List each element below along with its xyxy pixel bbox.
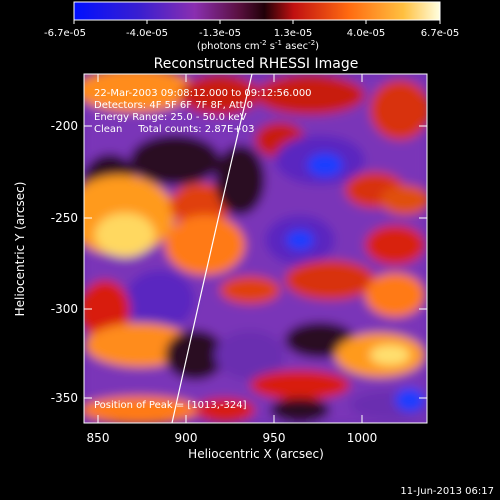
y-tick-label: -200: [51, 119, 78, 133]
plot-title: Reconstructed RHESSI Image: [154, 56, 359, 72]
x-tick-label: 950: [263, 431, 286, 445]
x-tick-label: 900: [175, 431, 198, 445]
colorbar-tick-label: 1.3e-05: [274, 28, 312, 39]
info-time-range: 22-Mar-2003 09:08:12.000 to 09:12:56.000: [94, 88, 312, 99]
footer-date: 11-Jun-2013 06:17: [400, 486, 494, 497]
colorbar-ticks: [73, 20, 441, 24]
info-detectors: Detectors: 4F 5F 6F 7F 8F, Att 0: [94, 100, 253, 111]
colorbar-tick-label: 4.0e-05: [347, 28, 385, 39]
x-tick-label: 850: [87, 431, 110, 445]
info-energy-range: Energy Range: 25.0 - 50.0 keV: [94, 112, 247, 123]
y-tick-labels: -200 -250 -300 -350: [51, 119, 78, 405]
image-area: [84, 74, 427, 423]
colorbar-gradient: [73, 1, 441, 21]
colorbar: -6.7e-05 -4.0e-05 -1.3e-05 1.3e-05 4.0e-…: [44, 1, 459, 52]
x-axis-label: Heliocentric X (arcsec): [188, 447, 324, 461]
peak-position: Position of Peak = [1013,-324]: [94, 400, 247, 411]
info-clean-counts: Clean Total counts: 2.87E+03: [94, 124, 254, 135]
y-tick-label: -350: [51, 391, 78, 405]
plot-frame: [83, 73, 428, 424]
colorbar-tick-label: 6.7e-05: [421, 28, 459, 39]
y-tick-label: -300: [51, 302, 78, 316]
solar-limb-line: [171, 74, 253, 423]
intensity-map: [84, 74, 427, 423]
colorbar-tick-label: -1.3e-05: [199, 28, 241, 39]
y-tick-label: -250: [51, 211, 78, 225]
y-axis-label: Heliocentric Y (arcsec): [13, 182, 27, 317]
x-tick-labels: 850 900 950 1000: [87, 431, 378, 445]
colorbar-units: (photons cm-2 s-1 asec-2): [197, 39, 319, 52]
colorbar-tick-label: -6.7e-05: [44, 28, 86, 39]
axis-ticks: [84, 74, 427, 423]
observation-info: 22-Mar-2003 09:08:12.000 to 09:12:56.000…: [94, 88, 312, 135]
x-tick-label: 1000: [347, 431, 378, 445]
colorbar-tick-label: -4.0e-05: [126, 28, 168, 39]
